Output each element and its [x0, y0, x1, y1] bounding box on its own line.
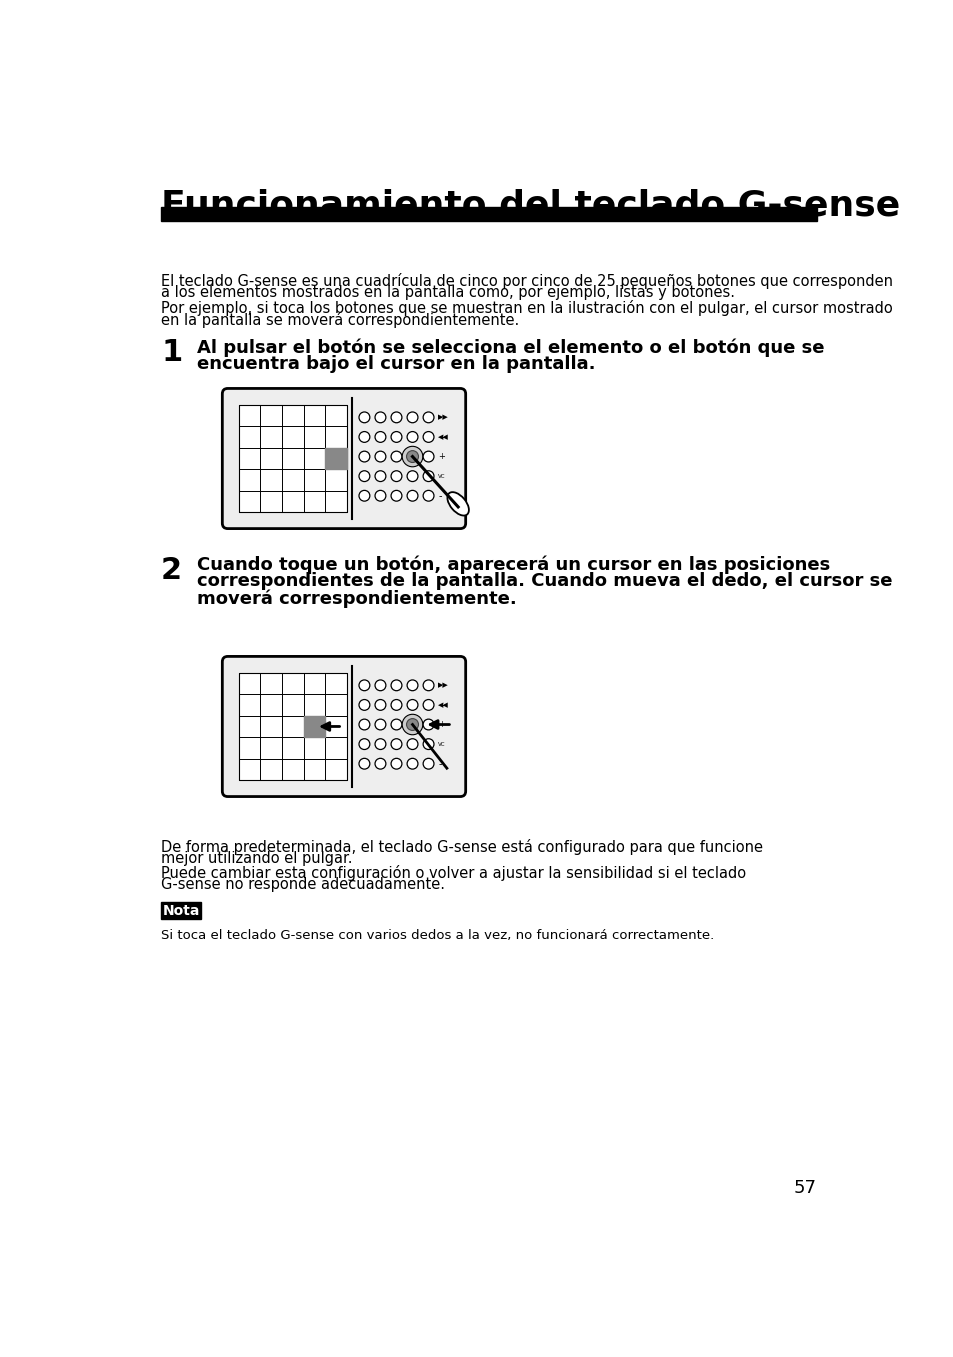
FancyBboxPatch shape	[222, 657, 465, 797]
Circle shape	[407, 759, 417, 769]
Text: De forma predeterminada, el teclado G-sense está configurado para que funcione: De forma predeterminada, el teclado G-se…	[161, 839, 762, 855]
Circle shape	[402, 714, 422, 734]
Text: ◀◀: ◀◀	[437, 702, 449, 708]
Text: VC: VC	[437, 474, 445, 479]
Circle shape	[358, 680, 370, 691]
Circle shape	[391, 680, 401, 691]
Bar	[303, 715, 325, 737]
Circle shape	[375, 738, 385, 749]
Circle shape	[375, 719, 385, 730]
Text: Nota: Nota	[162, 904, 200, 919]
Circle shape	[391, 451, 401, 461]
Text: ▶▶: ▶▶	[437, 683, 449, 688]
Text: 2: 2	[161, 555, 182, 585]
Text: en la pantalla se moverá correspondientemente.: en la pantalla se moverá correspondiente…	[161, 312, 518, 328]
FancyBboxPatch shape	[222, 388, 465, 529]
Circle shape	[375, 471, 385, 482]
Circle shape	[358, 759, 370, 769]
Circle shape	[423, 413, 434, 423]
Circle shape	[391, 699, 401, 710]
Circle shape	[407, 432, 417, 442]
Circle shape	[391, 738, 401, 749]
Circle shape	[423, 471, 434, 482]
Text: encuentra bajo el cursor en la pantalla.: encuentra bajo el cursor en la pantalla.	[196, 356, 595, 373]
Circle shape	[375, 699, 385, 710]
Bar	[161, 208, 816, 221]
Circle shape	[407, 699, 417, 710]
Circle shape	[423, 759, 434, 769]
Text: +: +	[437, 721, 445, 729]
Bar	[325, 448, 347, 470]
Circle shape	[358, 490, 370, 501]
Text: Funcionamiento del teclado G-sense: Funcionamiento del teclado G-sense	[161, 189, 900, 223]
Circle shape	[423, 719, 434, 730]
Bar	[161, 902, 201, 919]
Circle shape	[423, 451, 434, 461]
Text: Por ejemplo, si toca los botones que se muestran en la ilustración con el pulgar: Por ejemplo, si toca los botones que se …	[161, 300, 892, 316]
Circle shape	[358, 699, 370, 710]
Circle shape	[375, 451, 385, 461]
Circle shape	[423, 738, 434, 749]
Circle shape	[358, 413, 370, 423]
Circle shape	[358, 451, 370, 461]
Circle shape	[391, 490, 401, 501]
Circle shape	[423, 432, 434, 442]
Circle shape	[391, 719, 401, 730]
Circle shape	[358, 738, 370, 749]
Circle shape	[391, 759, 401, 769]
Text: ◀◀: ◀◀	[437, 434, 449, 440]
Circle shape	[407, 738, 417, 749]
Circle shape	[358, 471, 370, 482]
Text: Cuando toque un botón, aparecerá un cursor en las posiciones: Cuando toque un botón, aparecerá un curs…	[196, 555, 829, 574]
Bar	[238, 673, 347, 780]
Circle shape	[406, 451, 418, 463]
Ellipse shape	[447, 493, 469, 516]
Circle shape	[423, 699, 434, 710]
Circle shape	[407, 413, 417, 423]
Text: correspondientes de la pantalla. Cuando mueva el dedo, el cursor se: correspondientes de la pantalla. Cuando …	[196, 573, 891, 590]
Text: -: -	[437, 491, 441, 501]
Circle shape	[423, 680, 434, 691]
Text: Puede cambiar esta configuración o volver a ajustar la sensibilidad si el teclad: Puede cambiar esta configuración o volve…	[161, 864, 745, 881]
Text: -: -	[437, 759, 441, 768]
Text: 1: 1	[161, 338, 182, 368]
Bar	[238, 404, 347, 513]
Circle shape	[375, 490, 385, 501]
Circle shape	[423, 490, 434, 501]
Circle shape	[406, 719, 418, 730]
Circle shape	[402, 446, 422, 467]
Circle shape	[391, 413, 401, 423]
Text: G-sense no responde adecuadamente.: G-sense no responde adecuadamente.	[161, 878, 445, 893]
Circle shape	[358, 719, 370, 730]
Text: Al pulsar el botón se selecciona el elemento o el botón que se: Al pulsar el botón se selecciona el elem…	[196, 338, 823, 357]
Text: a los elementos mostrados en la pantalla como, por ejemplo, listas y botones.: a los elementos mostrados en la pantalla…	[161, 285, 735, 300]
Circle shape	[391, 432, 401, 442]
Circle shape	[407, 680, 417, 691]
Text: mejor utilizando el pulgar.: mejor utilizando el pulgar.	[161, 851, 353, 866]
Text: Si toca el teclado G-sense con varios dedos a la vez, no funcionará correctament: Si toca el teclado G-sense con varios de…	[161, 930, 714, 942]
Circle shape	[375, 759, 385, 769]
Text: 57: 57	[793, 1179, 816, 1197]
Circle shape	[407, 471, 417, 482]
Circle shape	[358, 432, 370, 442]
Circle shape	[375, 680, 385, 691]
Text: moverá correspondientemente.: moverá correspondientemente.	[196, 589, 516, 608]
Text: VC: VC	[437, 742, 445, 746]
Circle shape	[391, 471, 401, 482]
Circle shape	[375, 432, 385, 442]
Text: +: +	[437, 452, 445, 461]
Circle shape	[407, 490, 417, 501]
Circle shape	[375, 413, 385, 423]
Text: El teclado G-sense es una cuadrícula de cinco por cinco de 25 pequeños botones q: El teclado G-sense es una cuadrícula de …	[161, 273, 892, 289]
Text: ▶▶: ▶▶	[437, 414, 449, 421]
